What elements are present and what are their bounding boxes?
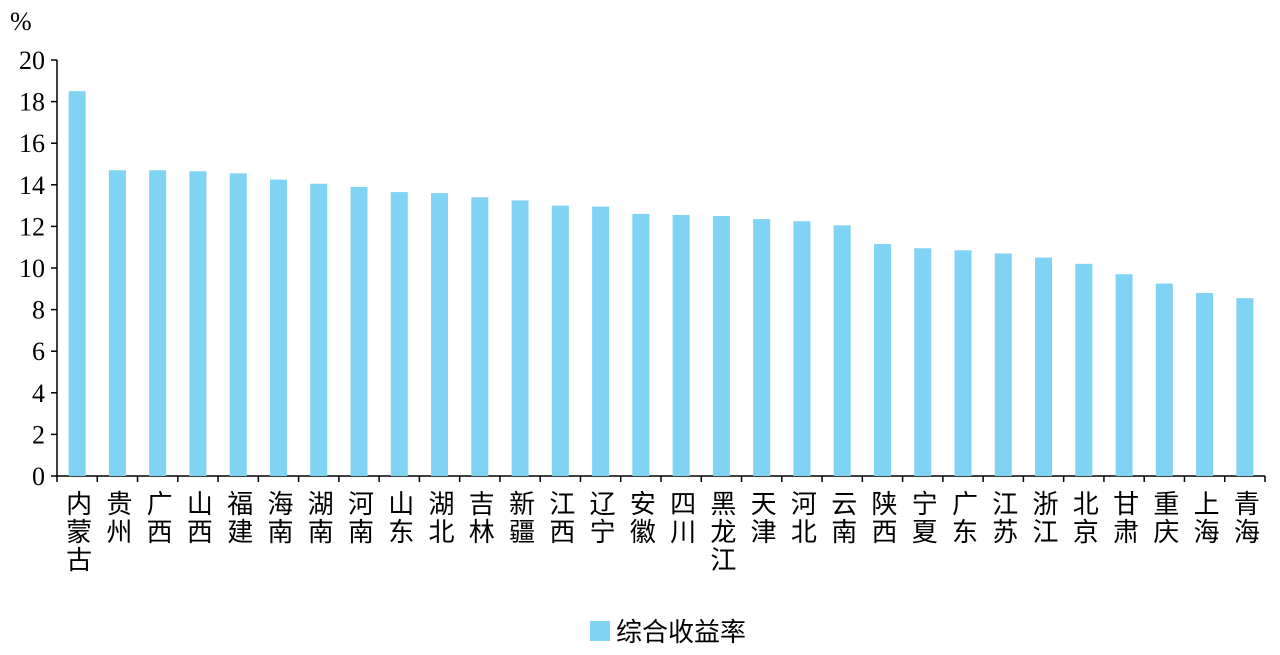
y-tick-label: 16 — [19, 129, 45, 158]
bar — [1035, 257, 1053, 476]
bar — [994, 253, 1012, 476]
bar — [68, 91, 86, 476]
bar — [511, 200, 529, 476]
bar — [431, 193, 449, 476]
x-tick-label: 福建 — [224, 490, 253, 546]
y-tick-label: 10 — [19, 254, 45, 283]
x-tick-label: 云南 — [828, 490, 857, 546]
bar — [833, 225, 851, 476]
y-tick-label: 12 — [19, 212, 45, 241]
bar — [229, 173, 247, 477]
bar — [632, 213, 650, 477]
x-tick-label: 浙江 — [1029, 490, 1058, 546]
legend-swatch — [590, 621, 610, 641]
bar — [390, 192, 408, 476]
y-tick-label: 18 — [19, 88, 45, 117]
bar — [1155, 283, 1173, 476]
legend-label: 综合收益率 — [616, 618, 746, 647]
x-tick-label: 山西 — [183, 490, 212, 546]
y-tick-label: 6 — [32, 337, 45, 366]
y-tick-label: 14 — [19, 171, 45, 200]
x-tick-label: 湖北 — [425, 490, 454, 546]
x-tick-label: 辽宁 — [586, 490, 615, 546]
x-tick-label: 河南 — [345, 490, 374, 546]
x-tick-label: 吉林 — [465, 490, 494, 546]
x-tick-label: 北京 — [1069, 490, 1098, 546]
bar — [1075, 263, 1093, 476]
bar — [189, 171, 207, 476]
bar — [471, 197, 489, 476]
y-tick-label: 4 — [32, 379, 45, 408]
x-tick-label: 黑龙江 — [707, 490, 736, 574]
bar — [551, 205, 569, 476]
x-tick-label: 甘肃 — [1110, 490, 1139, 546]
x-tick-label: 河北 — [787, 490, 816, 546]
x-tick-label: 江西 — [546, 490, 575, 546]
x-tick-label: 海南 — [264, 490, 293, 546]
bar — [310, 183, 328, 476]
y-tick-label: 2 — [32, 420, 45, 449]
x-tick-label: 陕西 — [868, 490, 897, 546]
x-tick-label: 四川 — [667, 490, 696, 546]
x-tick-label: 宁夏 — [908, 490, 937, 546]
x-tick-label: 新疆 — [506, 490, 535, 546]
bar — [914, 248, 932, 476]
x-tick-label: 上海 — [1190, 490, 1219, 546]
y-axis-label: % — [10, 7, 32, 36]
bar — [753, 219, 771, 476]
y-tick-label: 0 — [32, 462, 45, 491]
bar — [108, 170, 126, 477]
bar — [793, 221, 811, 476]
x-tick-label: 广东 — [949, 490, 978, 546]
x-tick-label: 湖南 — [304, 490, 333, 546]
bar — [672, 214, 690, 476]
bar — [1115, 274, 1133, 476]
bar — [1236, 298, 1254, 476]
bar — [269, 179, 287, 476]
x-tick-label: 重庆 — [1150, 490, 1179, 546]
x-tick-label: 安徽 — [626, 490, 655, 546]
x-tick-label: 内蒙古 — [63, 490, 92, 574]
y-tick-label: 8 — [32, 296, 45, 325]
x-tick-label: 青海 — [1230, 490, 1259, 546]
x-tick-label: 广西 — [143, 490, 172, 546]
x-tick-label: 贵州 — [103, 490, 132, 546]
bar — [873, 244, 891, 476]
bar — [149, 170, 167, 477]
bar — [592, 206, 610, 476]
bar — [712, 216, 730, 476]
x-tick-label: 山东 — [385, 490, 414, 546]
bar — [350, 186, 368, 476]
x-tick-label: 江苏 — [989, 490, 1018, 546]
x-tick-label: 天津 — [747, 490, 776, 546]
bar — [954, 250, 972, 476]
bar — [1196, 292, 1214, 476]
y-tick-label: 20 — [19, 46, 45, 75]
